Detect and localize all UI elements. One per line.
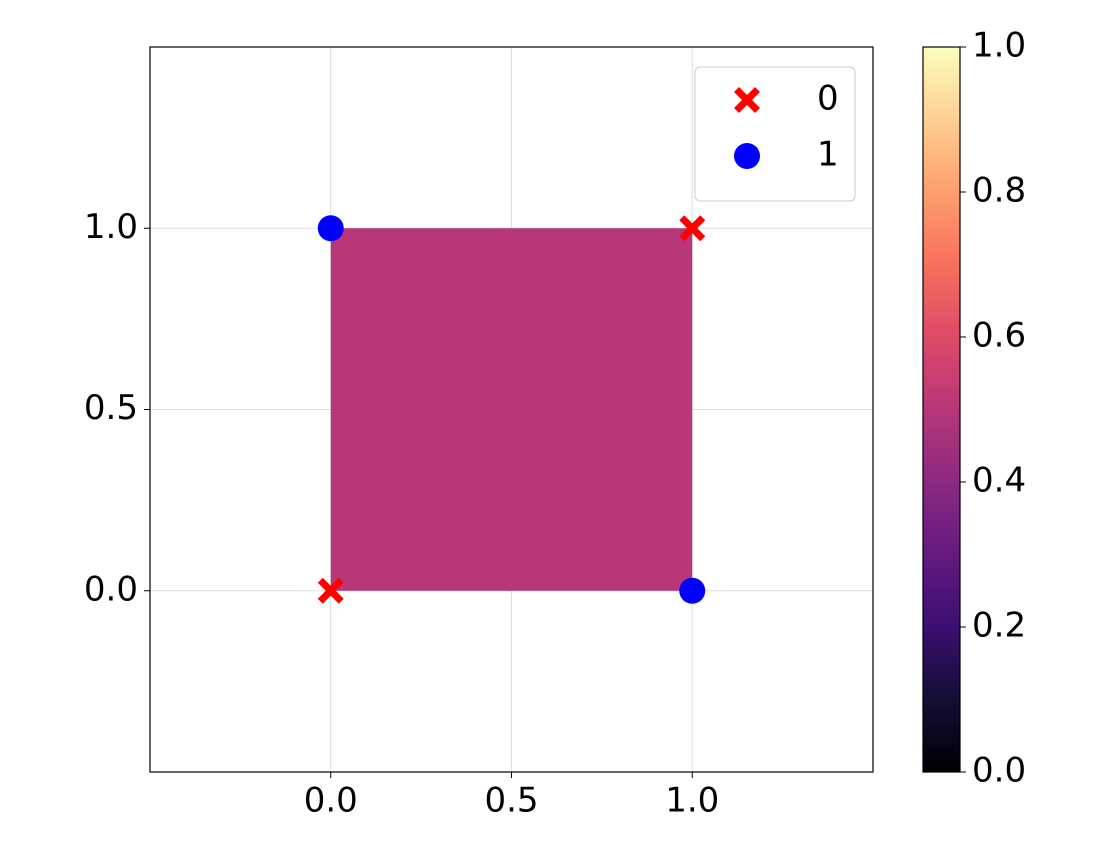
x-tick-label: 1.0 xyxy=(665,781,719,821)
point xyxy=(679,215,706,242)
colorbar-tick-label: 1.0 xyxy=(972,26,1026,66)
legend-label: 0 xyxy=(817,79,839,119)
legend-label: 1 xyxy=(817,135,839,175)
x-tick-label: 0.5 xyxy=(484,781,538,821)
colorbar xyxy=(922,46,961,773)
legend-marker xyxy=(734,143,760,169)
heatmap-cell xyxy=(330,228,693,591)
point xyxy=(679,577,706,604)
y-tick-label: 1.0 xyxy=(84,207,138,247)
colorbar-tick-label: 0.2 xyxy=(972,606,1026,646)
point xyxy=(317,215,344,242)
point xyxy=(317,577,344,604)
legend-box xyxy=(694,66,856,202)
colorbar-tick-label: 0.0 xyxy=(972,751,1026,791)
y-tick-label: 0.0 xyxy=(84,569,138,609)
colorbar-tick-label: 0.6 xyxy=(972,316,1026,356)
colorbar-tick-label: 0.4 xyxy=(972,461,1026,501)
y-tick-label: 0.5 xyxy=(84,388,138,428)
colorbar-tick-label: 0.8 xyxy=(972,171,1026,211)
legend-marker xyxy=(734,87,760,113)
x-tick-label: 0.0 xyxy=(304,781,358,821)
